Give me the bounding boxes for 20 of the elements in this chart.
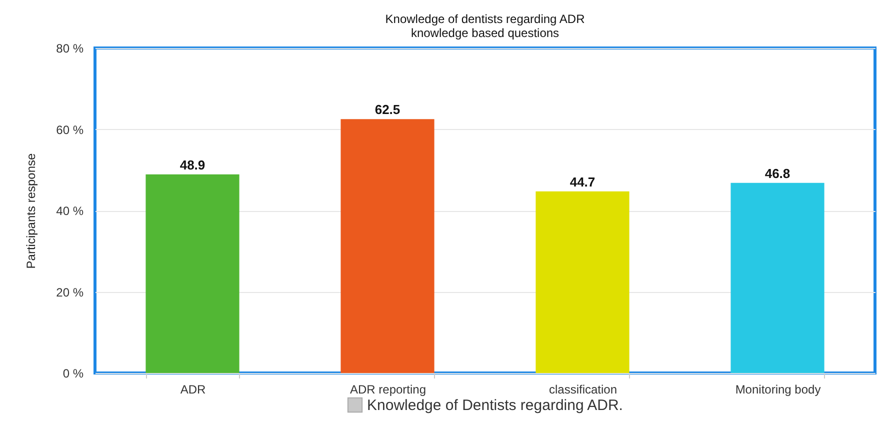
chart-title: Knowledge of dentists regarding ADR knowledge based questions	[385, 12, 586, 40]
x-tick-label: ADR	[180, 382, 206, 396]
bar	[536, 191, 630, 373]
bar	[340, 119, 434, 373]
bar	[146, 174, 240, 373]
x-tick-label: classification	[548, 382, 618, 396]
y-axis-title: Participants response	[24, 152, 38, 269]
bar	[730, 182, 824, 373]
x-tick-label: Monitoring body	[735, 382, 821, 396]
data-label: 44.7	[570, 174, 596, 190]
series-label: Knowledge of Dentists regarding ADR.	[367, 397, 623, 414]
data-label: 48.9	[180, 157, 206, 172]
y-tick-label: 60 %	[56, 122, 84, 137]
data-label: 46.8	[764, 166, 790, 181]
data-label: 62.5	[374, 102, 400, 118]
y-tick-label: 80 %	[56, 42, 84, 56]
y-tick-label: 0 %	[62, 366, 84, 380]
y-tick-label: 20 %	[56, 285, 84, 300]
y-tick-label: 40 %	[56, 204, 84, 218]
x-tick-label: ADR reporting	[350, 382, 426, 396]
